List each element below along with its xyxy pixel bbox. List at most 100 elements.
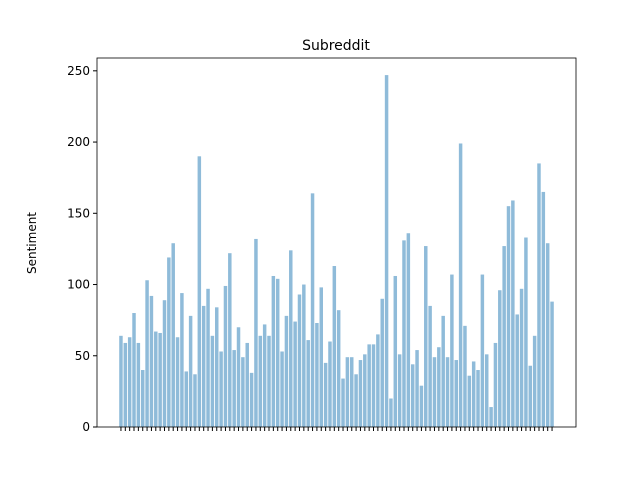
bar <box>406 233 411 427</box>
bar <box>306 340 310 427</box>
bar <box>397 354 402 427</box>
bar <box>445 357 450 427</box>
bar <box>123 342 128 427</box>
bar <box>415 350 419 427</box>
bar <box>376 334 380 427</box>
bar <box>432 357 437 427</box>
bar <box>393 275 398 427</box>
bar <box>511 200 515 427</box>
bar <box>315 322 319 427</box>
bar <box>332 266 337 427</box>
bar <box>228 253 232 427</box>
chart-title: Subreddit <box>302 38 370 54</box>
bar <box>502 246 506 427</box>
y-tick-label: 250 <box>67 64 90 78</box>
bar <box>550 301 554 427</box>
bar <box>175 337 180 427</box>
bar <box>254 238 258 427</box>
bar <box>197 156 202 427</box>
bar <box>302 284 306 427</box>
bar <box>223 285 228 427</box>
bar <box>132 313 136 427</box>
bar <box>336 310 341 427</box>
bar <box>206 288 210 427</box>
bar <box>410 364 415 427</box>
plot-frame <box>96 57 577 428</box>
bar <box>201 305 206 427</box>
bar <box>328 341 332 427</box>
bar <box>458 143 463 428</box>
bar <box>484 354 489 427</box>
bar <box>119 335 123 427</box>
y-axis-label: Sentiment <box>25 212 39 274</box>
bar <box>245 342 249 427</box>
bar <box>450 274 454 427</box>
bar <box>271 275 276 427</box>
bar <box>498 290 502 427</box>
bar <box>402 240 406 427</box>
bar <box>428 305 432 427</box>
bar <box>280 351 284 427</box>
bar <box>188 315 193 427</box>
bar <box>241 357 245 427</box>
bar <box>154 331 158 427</box>
bar <box>380 298 384 427</box>
bar <box>267 335 271 427</box>
bar <box>258 335 263 427</box>
bar <box>289 250 293 427</box>
bar <box>219 351 223 427</box>
bar <box>167 257 171 427</box>
bar <box>149 295 154 427</box>
bar <box>419 385 424 427</box>
bar <box>232 350 236 427</box>
bar <box>284 315 289 427</box>
bar <box>441 315 445 427</box>
bar <box>215 307 219 427</box>
bar <box>467 375 472 427</box>
bar <box>489 407 493 427</box>
bar <box>184 371 189 427</box>
bar <box>389 398 393 427</box>
bar <box>127 337 132 427</box>
y-tick-label: 50 <box>75 349 90 363</box>
bar <box>524 237 528 427</box>
bar <box>537 163 541 427</box>
bar <box>493 342 498 427</box>
bar <box>358 360 363 427</box>
bar <box>341 378 345 427</box>
bar <box>454 360 458 427</box>
bar <box>293 321 297 427</box>
bar <box>532 335 537 427</box>
bar <box>323 362 328 427</box>
bar <box>345 357 350 427</box>
bar <box>249 372 254 427</box>
bar <box>236 327 241 427</box>
bar <box>349 357 354 427</box>
bar <box>528 365 533 427</box>
bar <box>367 344 371 427</box>
bar <box>480 274 485 427</box>
bar <box>437 347 441 427</box>
bar <box>319 287 324 427</box>
bar <box>371 344 376 427</box>
bar <box>541 191 546 427</box>
bar <box>363 354 367 427</box>
bar <box>354 374 358 427</box>
bar <box>463 325 467 427</box>
bar <box>310 193 315 427</box>
y-tick-label: 150 <box>67 206 90 220</box>
bar <box>471 361 476 427</box>
bar <box>171 243 175 427</box>
bar <box>193 374 197 427</box>
bar <box>180 293 184 427</box>
bar <box>515 314 519 427</box>
bar <box>424 246 428 427</box>
bar <box>162 300 167 427</box>
bar <box>545 243 550 427</box>
bar <box>476 370 480 427</box>
bar <box>158 332 162 427</box>
bar <box>210 335 215 427</box>
bar <box>506 206 511 427</box>
y-tick-label: 0 <box>82 420 90 434</box>
bar <box>262 324 267 427</box>
